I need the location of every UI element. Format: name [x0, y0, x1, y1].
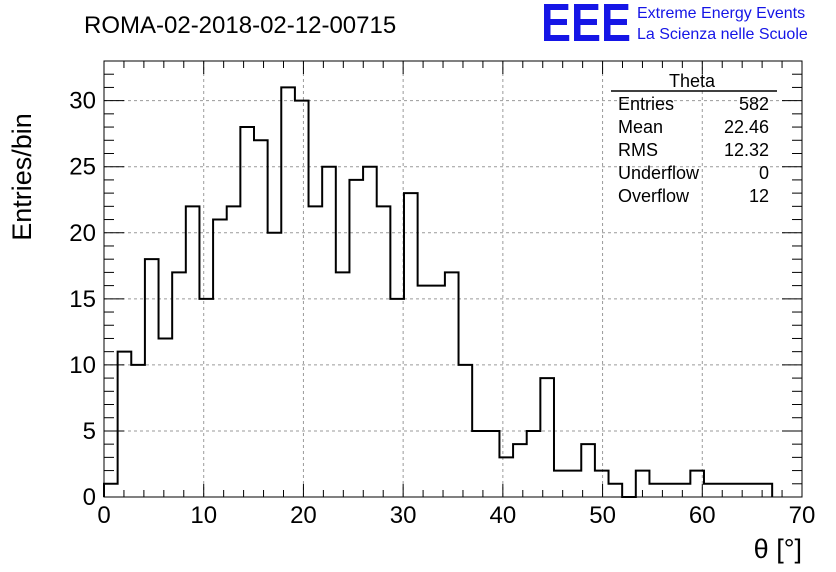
histogram-bin	[213, 220, 227, 497]
grid-lines	[104, 61, 802, 497]
histogram-bin	[418, 286, 432, 497]
histogram-bin	[595, 471, 609, 497]
stat-value-overflow: 12	[749, 186, 769, 206]
histogram-bin	[240, 127, 254, 497]
axis-ticks	[103, 60, 803, 498]
histogram-bin	[159, 338, 173, 497]
histogram-bin	[472, 431, 486, 497]
histogram-bin	[281, 87, 295, 497]
histogram-bin	[649, 484, 663, 497]
stat-value-rms: 12.32	[724, 140, 769, 160]
y-tick-label: 25	[69, 154, 96, 181]
eee-logo-line2: La Scienza nelle Scuole	[637, 26, 808, 43]
eee-logo-mark: EEE	[541, 0, 631, 53]
x-tick-label: 30	[390, 502, 417, 529]
stat-value-entries: 582	[739, 94, 769, 114]
histogram-bin	[731, 484, 745, 497]
histogram-bin	[227, 206, 241, 497]
histogram-bin	[663, 484, 677, 497]
stat-label-entries: Entries	[618, 94, 674, 114]
histogram-step-line	[103, 86, 774, 498]
histogram-bin	[363, 167, 377, 497]
histogram-bin	[513, 444, 527, 497]
histogram-bin	[540, 378, 554, 497]
plot-frame	[103, 60, 803, 498]
chart-title: ROMA-02-2018-02-12-00715	[84, 12, 396, 39]
x-tick-label: 10	[190, 502, 217, 529]
histogram-bin	[254, 140, 268, 497]
stat-label-mean: Mean	[618, 117, 663, 137]
histogram-bin	[186, 206, 200, 497]
x-tick-label: 20	[290, 502, 317, 529]
histogram-bin	[459, 365, 473, 497]
x-tick-label: 60	[689, 502, 716, 529]
stat-label-overflow: Overflow	[618, 186, 690, 206]
y-tick-label: 0	[83, 484, 96, 511]
stat-value-mean: 22.46	[724, 117, 769, 137]
histogram-bin	[390, 299, 404, 497]
x-axis-title: θ [°]	[754, 534, 802, 564]
y-tick-label: 5	[83, 418, 96, 445]
histogram-bin	[118, 352, 132, 497]
histogram-bin	[199, 299, 213, 497]
histogram-bin	[268, 233, 282, 497]
stat-label-rms: RMS	[618, 140, 658, 160]
histogram-bin	[349, 180, 363, 497]
histogram-bin	[745, 484, 759, 497]
histogram-bin	[145, 259, 159, 497]
histogram-bin	[486, 431, 500, 497]
histogram-bin	[677, 484, 691, 497]
stat-label-underflow: Underflow	[618, 163, 700, 183]
x-tick-label: 70	[789, 502, 816, 529]
histogram-bin	[377, 206, 391, 497]
stats-box-title: Theta	[669, 71, 716, 91]
histogram-bin	[718, 484, 732, 497]
histogram-bin	[131, 365, 145, 497]
x-tick-label: 40	[490, 502, 517, 529]
y-tick-label: 15	[69, 286, 96, 313]
x-tick-labels: 0 10 20 30 40 50 60 70	[97, 502, 815, 529]
histogram-bin	[581, 444, 595, 497]
stat-value-underflow: 0	[759, 163, 769, 183]
histogram-bin	[609, 484, 623, 497]
histogram-bin	[336, 272, 350, 497]
histogram-bin	[445, 272, 459, 497]
histogram-bin	[322, 167, 336, 497]
y-tick-label: 20	[69, 220, 96, 247]
histogram-bins	[104, 87, 772, 497]
x-tick-label: 0	[97, 502, 110, 529]
histogram-bin	[295, 101, 309, 497]
histogram-bin	[309, 206, 323, 497]
histogram-bin	[404, 193, 418, 497]
eee-logo: EEE Extreme Energy Events La Scienza nel…	[541, 0, 808, 53]
y-tick-label: 30	[69, 88, 96, 115]
stats-box: Theta Entries 582 Mean 22.46 RMS 12.32 U…	[611, 71, 777, 206]
y-tick-labels: 0 5 10 15 20 25 30	[69, 88, 96, 511]
histogram-bin	[759, 484, 773, 497]
y-axis-title: Entries/bin	[7, 113, 37, 241]
eee-logo-line1: Extreme Energy Events	[637, 5, 805, 22]
histogram-bin	[104, 484, 118, 497]
histogram-bin	[568, 471, 582, 497]
histogram-bin	[172, 272, 186, 497]
x-tick-label: 50	[589, 502, 616, 529]
histogram-bin	[690, 471, 704, 497]
histogram-bin	[499, 457, 513, 497]
y-tick-label: 10	[69, 352, 96, 379]
histogram-bin	[554, 471, 568, 497]
histogram-bin	[431, 286, 445, 497]
histogram-bin	[636, 471, 650, 497]
histogram-bin	[704, 484, 718, 497]
histogram-bin	[527, 431, 541, 497]
